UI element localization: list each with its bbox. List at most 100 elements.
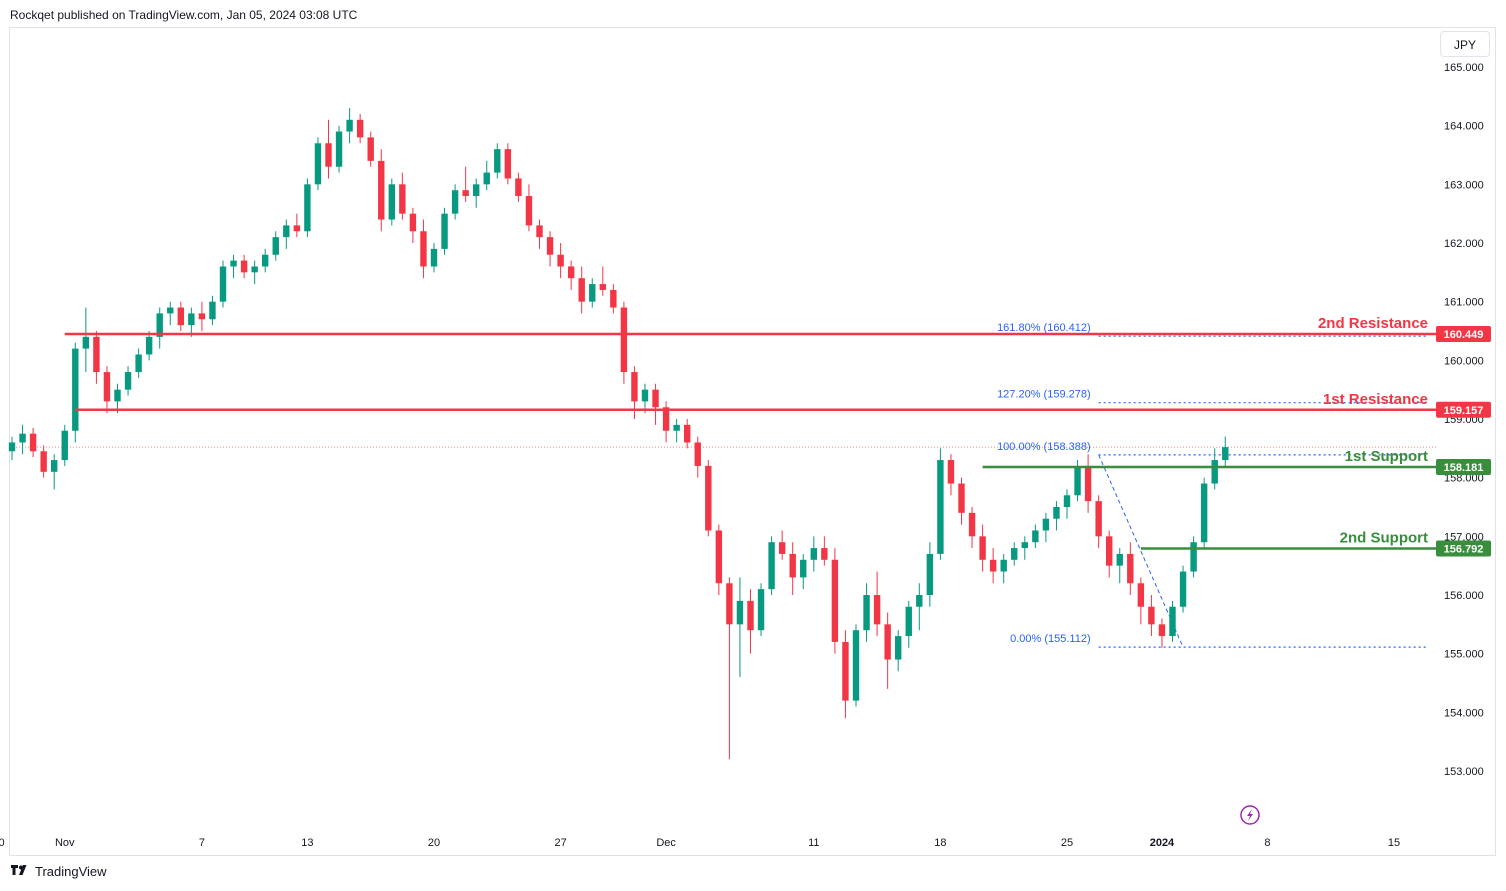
candle-body <box>525 196 533 226</box>
candle <box>40 445 47 478</box>
candle-body <box>536 225 543 238</box>
time-tick-label: Dec <box>656 837 676 849</box>
candle-body <box>926 553 934 595</box>
candle-body <box>367 137 374 161</box>
time-tick-label: 7 <box>199 837 205 849</box>
candle-body <box>325 143 332 167</box>
price-tick-label: 161.000 <box>1444 297 1484 309</box>
candle-body <box>715 530 723 584</box>
candle-body <box>1011 548 1018 560</box>
candle-body <box>863 595 870 631</box>
level-name: 2nd Resistance <box>1318 315 1428 332</box>
chart-frame[interactable] <box>9 27 1496 856</box>
candle-body <box>451 190 459 214</box>
candle <box>673 419 680 443</box>
candle-body <box>335 131 343 167</box>
candle-body <box>156 313 163 337</box>
candle <box>578 266 585 314</box>
candle <box>852 624 860 707</box>
candle-body <box>916 595 923 607</box>
candle-body <box>346 119 353 132</box>
candle-body <box>610 289 617 308</box>
candle <box>314 137 322 191</box>
lightning-icon[interactable] <box>1240 805 1260 825</box>
candle-body <box>72 348 79 431</box>
candle-body <box>1148 606 1155 625</box>
candle-body <box>272 237 279 255</box>
candle <box>831 548 839 654</box>
candle <box>1011 542 1018 566</box>
currency-selector[interactable]: JPY <box>1440 31 1490 57</box>
candle-body <box>219 266 227 302</box>
candle-body <box>356 119 364 138</box>
candle <box>188 307 195 337</box>
candle <box>968 507 976 549</box>
candle <box>684 419 691 449</box>
candle-body <box>1063 495 1071 507</box>
candle-body <box>1032 530 1039 543</box>
time-tick-label: 2024 <box>1150 837 1175 849</box>
candle-body <box>831 559 839 642</box>
candle-body <box>262 254 269 267</box>
time-tick-label: 20 <box>428 837 440 849</box>
time-tick-label: 11 <box>808 837 819 849</box>
candle-body <box>631 372 638 402</box>
candle <box>103 366 111 414</box>
candle-body <box>378 160 385 220</box>
candle <box>715 524 723 595</box>
candle <box>483 160 490 191</box>
candle-body <box>209 301 216 320</box>
price-badges: 160.449 159.157 158.181 156.792 <box>1436 325 1491 557</box>
tradingview-logo-icon <box>11 864 27 875</box>
candle-body <box>652 389 659 408</box>
level-name: 1st Support <box>1345 448 1428 465</box>
candle <box>1222 436 1229 466</box>
price-tick-label: 158.000 <box>1444 473 1484 485</box>
candle-body <box>789 553 796 578</box>
candle-body <box>620 307 628 373</box>
candle <box>251 260 258 285</box>
candle-body <box>578 278 585 302</box>
candle-body <box>589 284 596 302</box>
candle-body <box>462 190 469 197</box>
candle-body <box>304 184 311 232</box>
candle <box>1042 512 1050 543</box>
candle <box>589 278 596 308</box>
candle-body <box>29 433 37 452</box>
candle <box>1021 536 1028 560</box>
candle <box>51 454 58 490</box>
candle-body <box>673 424 680 431</box>
candle <box>409 207 417 243</box>
candle <box>356 113 364 144</box>
candle-body <box>1106 536 1113 566</box>
candle <box>93 331 100 384</box>
candle <box>1169 600 1176 642</box>
candle <box>515 172 522 202</box>
candle <box>884 612 891 689</box>
candle-body <box>979 536 986 560</box>
time-tick-label: 13 <box>301 837 313 849</box>
price-tick-label: 160.000 <box>1444 355 1484 367</box>
candle <box>114 383 121 414</box>
candle <box>430 243 438 273</box>
candle-body <box>800 559 807 578</box>
time-axis: 13:00 Nov 7 13 20 27 Dec 11 18 25 2024 8 15 <box>0 837 1400 849</box>
price-badge-bg <box>1436 325 1491 342</box>
candle <box>631 366 638 419</box>
candle-body <box>842 641 849 701</box>
candle <box>1106 530 1113 578</box>
candle <box>1053 501 1060 531</box>
candle <box>441 207 448 255</box>
price-axis: 165.000 164.000 163.000 162.000 161.000 160.0… <box>1444 62 1484 778</box>
candle-body <box>82 336 90 349</box>
price-tick-label: 163.000 <box>1444 179 1484 191</box>
candle-body <box>251 266 258 273</box>
candle-body <box>483 172 490 185</box>
candle <box>652 383 659 425</box>
time-tick-label: 8 <box>1264 837 1270 849</box>
candle-body <box>905 606 912 637</box>
candle-body <box>93 336 100 373</box>
candle <box>462 166 469 202</box>
candle-body <box>8 442 16 452</box>
